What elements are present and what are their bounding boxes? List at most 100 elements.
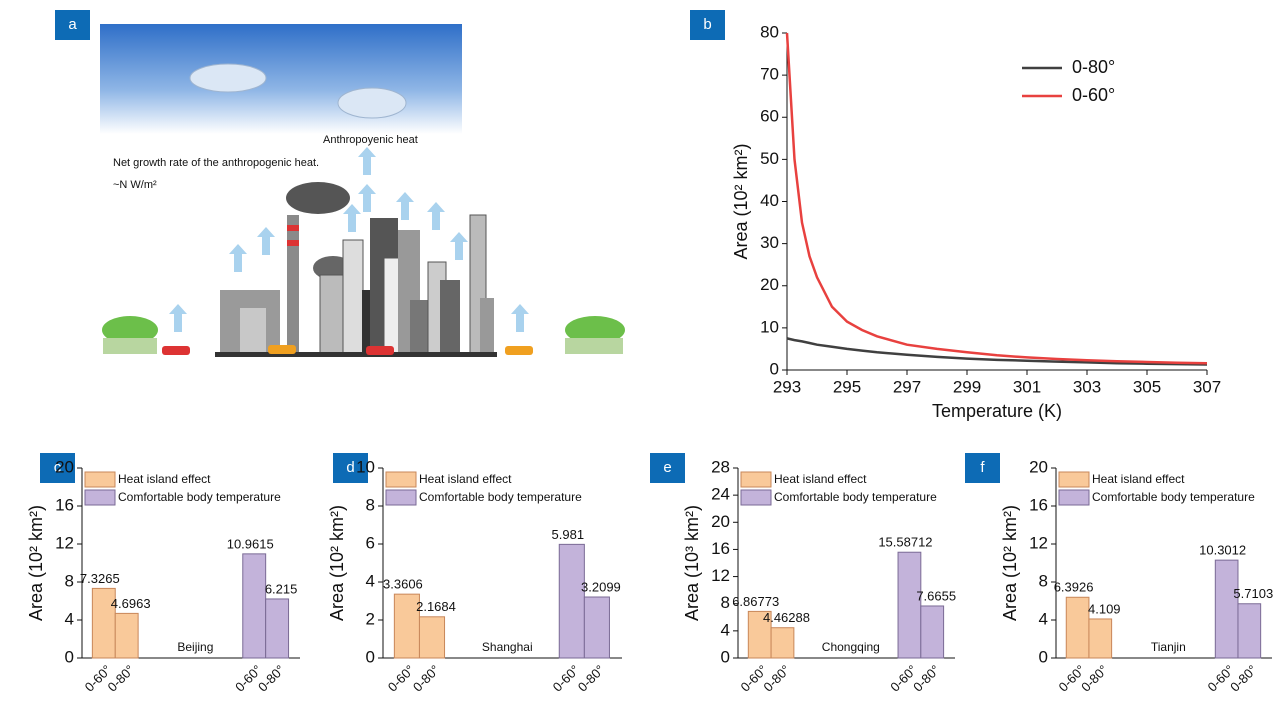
bar xyxy=(898,552,921,658)
panel-label: e xyxy=(663,459,671,476)
y-tick-label: 0 xyxy=(770,359,779,378)
y-axis-label: Area (10² km²) xyxy=(1000,505,1020,621)
y-axis-label: Area (10² km²) xyxy=(26,505,46,621)
legend-label: Heat island effect xyxy=(774,472,867,486)
value-label: 6.3926 xyxy=(1054,580,1094,595)
y-tick-label: 28 xyxy=(711,457,730,476)
x-tick-label: 0-80° xyxy=(910,662,943,695)
panel-label: a xyxy=(68,16,77,33)
y-tick-label: 30 xyxy=(760,233,779,252)
city-label: Shanghai xyxy=(482,640,533,654)
figure: Anthropoyenic heat Net growth rate of th… xyxy=(0,0,1279,704)
value-label: 4.6963 xyxy=(111,596,151,611)
y-tick-label: 4 xyxy=(721,620,730,639)
legend-swatch xyxy=(741,472,771,487)
bar xyxy=(771,628,794,658)
y-tick-label: 60 xyxy=(760,107,779,126)
value-label: 5.7103 xyxy=(1233,586,1273,601)
y-axis-label: Area (10² km²) xyxy=(327,505,347,621)
x-tick-label: 303 xyxy=(1073,377,1101,396)
x-tick-label: 293 xyxy=(773,377,801,396)
x-tick-label: 0-60° xyxy=(385,662,418,695)
y-tick-label: 4 xyxy=(1039,609,1048,628)
legend-label: Heat island effect xyxy=(419,472,512,486)
y-tick-label: 10 xyxy=(356,457,375,476)
legend-label: Heat island effect xyxy=(1092,472,1185,486)
y-tick-label: 20 xyxy=(760,275,779,294)
x-tick-label: 0-80° xyxy=(575,662,608,695)
y-tick-label: 0 xyxy=(366,647,375,666)
value-label: 7.3265 xyxy=(80,571,120,586)
panel-label: d xyxy=(346,459,354,476)
x-tick-label: 307 xyxy=(1193,377,1221,396)
y-tick-label: 50 xyxy=(760,149,779,168)
y-tick-label: 16 xyxy=(711,539,730,558)
value-label: 15.58712 xyxy=(878,535,932,550)
legend-label: 0-80° xyxy=(1072,57,1115,77)
y-axis-label: Area (10² km²) xyxy=(731,143,751,259)
y-tick-label: 16 xyxy=(55,495,74,514)
x-tick-label: 305 xyxy=(1133,377,1161,396)
legend-swatch xyxy=(1059,490,1089,505)
y-tick-label: 20 xyxy=(55,457,74,476)
y-tick-label: 20 xyxy=(711,512,730,531)
legend-swatch xyxy=(741,490,771,505)
y-tick-label: 2 xyxy=(366,609,375,628)
bar xyxy=(1238,604,1261,658)
x-tick-label: 297 xyxy=(893,377,921,396)
y-tick-label: 8 xyxy=(65,571,74,590)
y-tick-label: 0 xyxy=(1039,647,1048,666)
legend-label: Comfortable body temperature xyxy=(774,490,937,504)
page: Anthropoyenic heat Net growth rate of th… xyxy=(0,0,1279,704)
value-label: 2.1684 xyxy=(416,599,456,614)
heat-label: Anthropoyenic heat xyxy=(323,134,418,146)
x-tick-label: 295 xyxy=(833,377,861,396)
city-label: Tianjin xyxy=(1151,640,1186,654)
sky xyxy=(100,24,462,134)
legend-swatch xyxy=(386,472,416,487)
value-label: 6.86773 xyxy=(732,594,779,609)
y-tick-label: 12 xyxy=(711,566,730,585)
rate-label: Net growth rate of the anthropogenic hea… xyxy=(113,157,319,169)
bar xyxy=(266,599,289,658)
y-tick-label: 4 xyxy=(65,609,74,628)
legend-label: 0-60° xyxy=(1072,85,1115,105)
line-series xyxy=(787,33,1207,363)
legend-swatch xyxy=(85,490,115,505)
y-tick-label: 40 xyxy=(760,191,779,210)
x-tick-label: 299 xyxy=(953,377,981,396)
y-tick-label: 10 xyxy=(760,317,779,336)
x-tick-label: 0-80° xyxy=(760,662,793,695)
y-tick-label: 8 xyxy=(721,593,730,612)
city-label: Beijing xyxy=(177,640,213,654)
value-label: 5.981 xyxy=(552,527,585,542)
x-tick-label: 301 xyxy=(1013,377,1041,396)
bar xyxy=(419,617,444,658)
value-label: 6.215 xyxy=(265,581,298,596)
y-tick-label: 4 xyxy=(366,571,375,590)
bar xyxy=(921,606,944,658)
bar xyxy=(1215,560,1238,658)
y-tick-label: 8 xyxy=(366,495,375,514)
y-tick-label: 6 xyxy=(366,533,375,552)
bar xyxy=(584,597,609,658)
bar xyxy=(559,544,584,658)
illustration: Anthropoyenic heat Net growth rate of th… xyxy=(55,10,625,357)
y-tick-label: 0 xyxy=(721,647,730,666)
value-label: 4.46288 xyxy=(763,610,810,625)
legend-label: Comfortable body temperature xyxy=(1092,490,1255,504)
y-tick-label: 70 xyxy=(760,65,779,84)
y-tick-label: 12 xyxy=(1029,533,1048,552)
y-tick-label: 24 xyxy=(711,485,730,504)
x-tick-label: 0-80° xyxy=(1078,662,1111,695)
y-tick-label: 0 xyxy=(65,647,74,666)
value-label: 10.3012 xyxy=(1199,543,1246,558)
legend-label: Comfortable body temperature xyxy=(118,490,281,504)
bar xyxy=(1066,597,1089,658)
panel-label: b xyxy=(703,16,711,33)
y-tick-label: 12 xyxy=(55,533,74,552)
x-tick-label: 0-80° xyxy=(255,662,288,695)
value-label: 7.6655 xyxy=(916,588,956,603)
x-tick-label: 0-80° xyxy=(105,662,138,695)
value-label: 3.3606 xyxy=(383,577,423,592)
